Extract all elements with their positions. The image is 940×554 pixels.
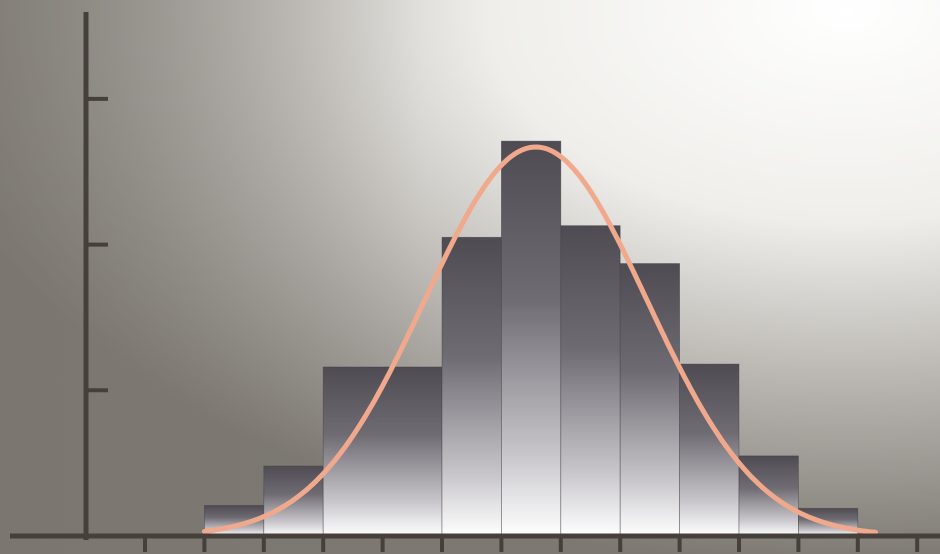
histogram-bar-5: [500, 140, 562, 537]
histogram-bar-4: [441, 236, 502, 537]
normal-curve-line: [201, 144, 879, 535]
axes-layer: [10, 12, 940, 552]
histogram-bar-6: [560, 225, 621, 537]
curve-layer: [201, 144, 879, 535]
